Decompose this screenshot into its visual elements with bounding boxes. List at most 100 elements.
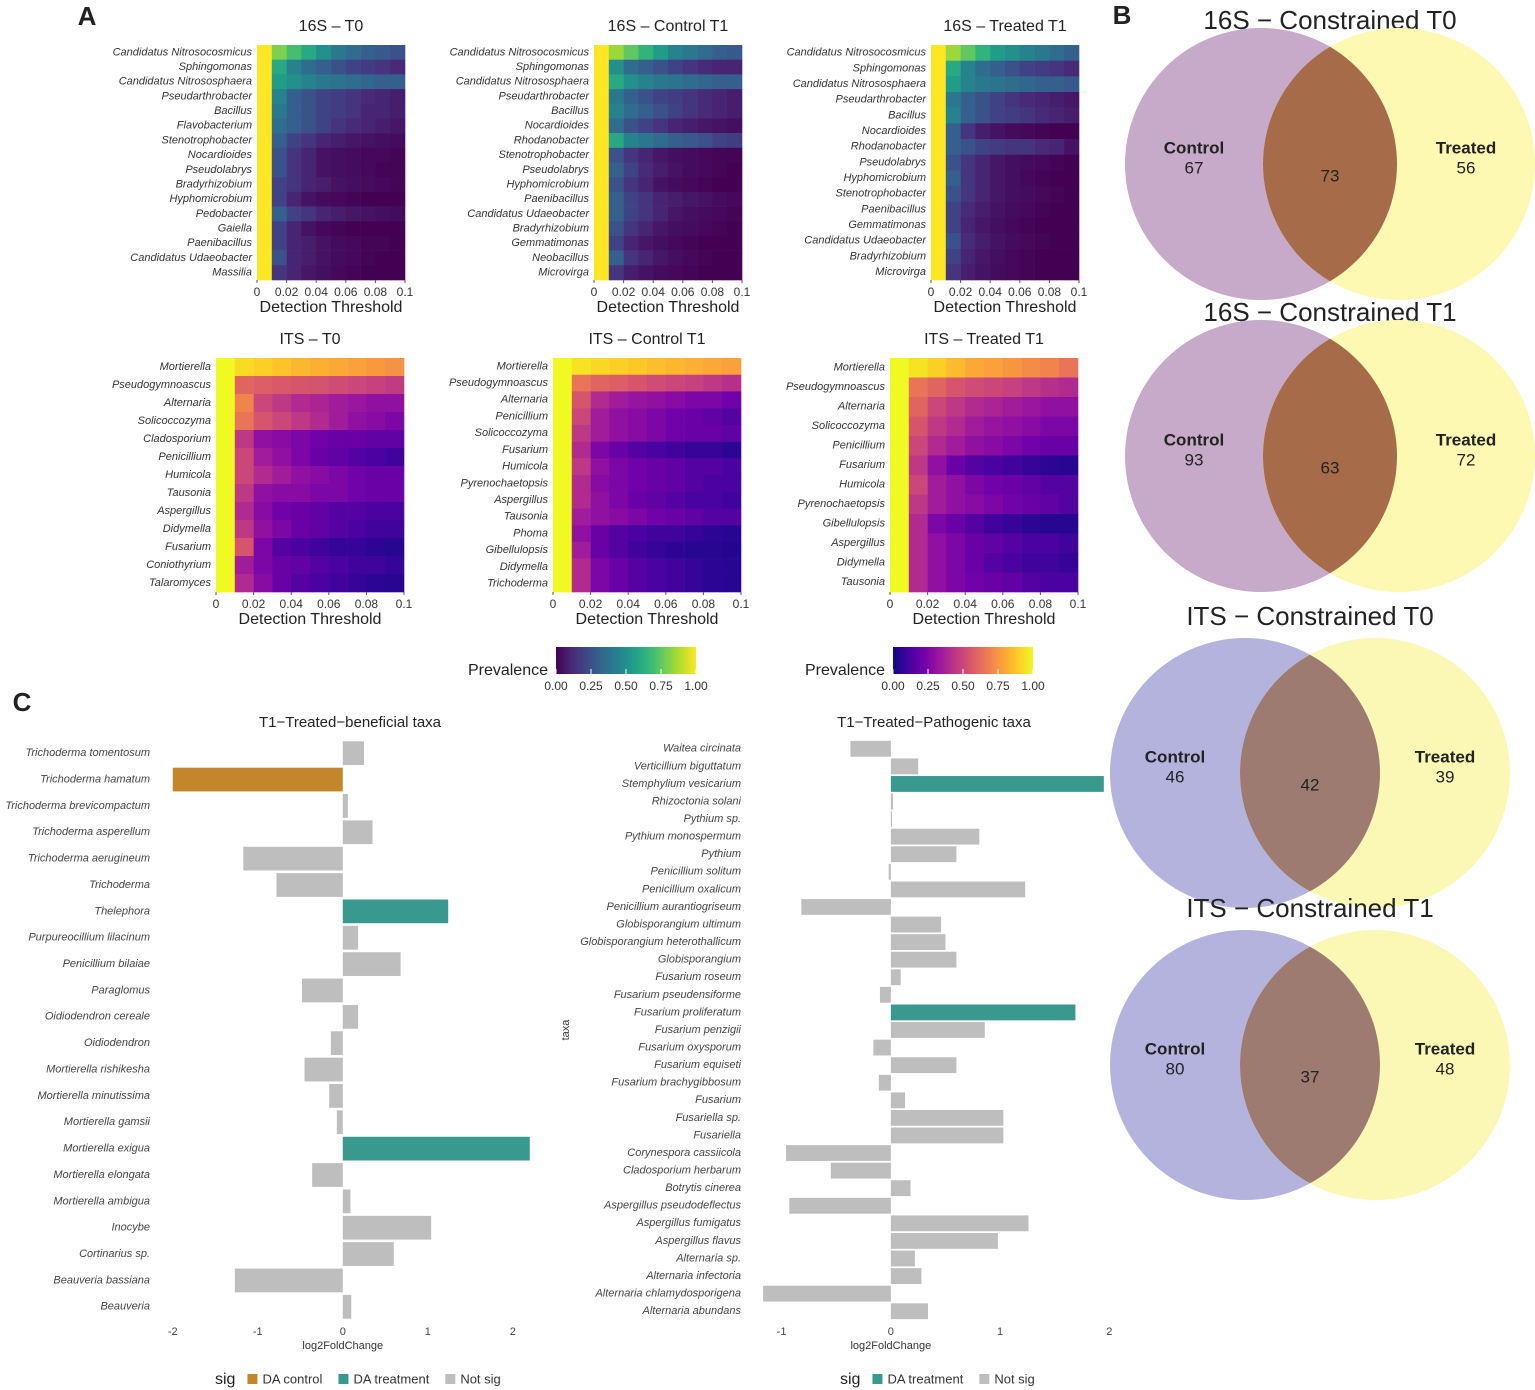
row-label: Penicillium xyxy=(158,451,211,463)
heat-cell xyxy=(931,154,947,171)
heat-cell xyxy=(360,206,376,222)
bar xyxy=(890,846,957,863)
heat-cell xyxy=(385,484,405,503)
heat-cell xyxy=(665,491,685,509)
bar xyxy=(342,1242,394,1266)
heat-cell xyxy=(257,118,273,134)
heat-cell xyxy=(984,494,1004,515)
bar xyxy=(890,916,942,933)
heat-cell xyxy=(608,206,624,222)
heat-cell xyxy=(722,458,742,476)
heat-cell xyxy=(1034,201,1050,218)
heat-cell xyxy=(375,250,391,266)
row-label: Pseudogymnoascus xyxy=(449,377,549,389)
heat-cell xyxy=(931,170,947,187)
heat-cell xyxy=(945,123,961,140)
row-label: Candidatus Udaeobacter xyxy=(467,208,590,220)
heat-cell xyxy=(553,424,573,442)
heat-cell xyxy=(668,89,684,105)
y-tick-label: Pythium monospermum xyxy=(625,831,741,843)
heat-cell xyxy=(927,358,947,378)
heat-cell xyxy=(668,250,684,266)
heat-cell xyxy=(960,154,976,171)
heat-cell xyxy=(390,221,406,237)
heat-cell xyxy=(316,103,332,119)
heat-cell xyxy=(594,206,610,222)
y-tick-label: Mortierella rishikesha xyxy=(46,1063,150,1075)
heat-cell xyxy=(946,436,966,456)
heat-cell xyxy=(908,358,928,378)
heat-cell xyxy=(960,233,976,249)
bar xyxy=(336,1110,343,1135)
heat-cell xyxy=(927,397,947,417)
heat-cell xyxy=(647,374,667,392)
y-tick-label: Fusarium equiseti xyxy=(654,1059,741,1071)
heat-cell xyxy=(931,233,947,249)
heat-cell xyxy=(1064,107,1080,124)
heat-cell xyxy=(682,250,698,266)
heat-cell xyxy=(684,508,704,526)
heat-cell xyxy=(1034,186,1050,202)
row-label: Penicillium xyxy=(832,440,885,452)
heat-cell xyxy=(703,358,723,376)
heat-cell xyxy=(366,430,386,449)
bar xyxy=(890,1250,915,1267)
heat-cell xyxy=(722,491,742,509)
heat-cell xyxy=(960,139,976,155)
heat-cell xyxy=(1049,264,1065,281)
heat-cell xyxy=(257,250,273,266)
heat-cell xyxy=(272,412,292,431)
heat-cell xyxy=(623,162,639,178)
heat-cell xyxy=(975,92,991,108)
heat-cell xyxy=(1049,248,1065,265)
heat-cell xyxy=(331,250,347,266)
heat-cell xyxy=(668,221,684,237)
heat-cell xyxy=(1005,248,1021,265)
heat-cell xyxy=(257,177,273,193)
heat-cell xyxy=(1034,139,1050,155)
heat-cell xyxy=(638,221,654,237)
colorbar-tick-label: 0.50 xyxy=(951,679,975,693)
legend-swatch xyxy=(247,1374,258,1384)
heat-cell xyxy=(945,107,961,124)
heat-cell xyxy=(216,394,236,413)
row-label: Tausonia xyxy=(841,576,885,588)
heat-cell xyxy=(375,103,391,119)
heat-cell xyxy=(390,162,406,178)
heat-cell xyxy=(271,250,287,266)
chart-title: T1−Treated−beneficial taxa xyxy=(259,714,442,731)
x-tick-label: 0.04 xyxy=(979,285,1003,299)
heat-cell xyxy=(216,412,236,431)
y-tick-label: Cladosporium herbarum xyxy=(623,1165,741,1177)
heat-cell xyxy=(682,133,698,149)
bar xyxy=(888,863,891,880)
heat-cell xyxy=(697,250,713,266)
heat-cell xyxy=(653,206,669,222)
set-count: 39 xyxy=(1436,767,1455,786)
row-label: Solicoccozyma xyxy=(812,420,885,432)
heat-cell xyxy=(345,74,361,90)
row-label: Tausonia xyxy=(167,487,211,499)
heat-cell xyxy=(1002,436,1022,456)
heat-cell xyxy=(990,217,1006,234)
heat-cell xyxy=(234,466,254,485)
heat-cell xyxy=(682,221,698,237)
heat-cell xyxy=(271,162,287,178)
heat-cell xyxy=(1049,139,1065,155)
row-label: Candidatus Udaeobacter xyxy=(804,235,927,247)
heat-cell xyxy=(286,45,302,60)
heat-cell xyxy=(553,541,573,559)
heat-cell xyxy=(609,374,629,392)
heat-cell xyxy=(931,248,947,265)
heat-cell xyxy=(628,558,648,576)
x-tick-label: 2 xyxy=(1106,1326,1112,1338)
heat-cell xyxy=(931,92,947,108)
x-tick-label: 0.02 xyxy=(275,285,299,299)
heat-cell xyxy=(366,574,386,593)
heat-cell xyxy=(1019,264,1035,281)
heat-cell xyxy=(984,397,1004,417)
set-name: Control xyxy=(1145,747,1205,766)
heat-cell xyxy=(1049,233,1065,249)
heat-cell xyxy=(316,206,332,222)
heat-cell xyxy=(1005,233,1021,249)
